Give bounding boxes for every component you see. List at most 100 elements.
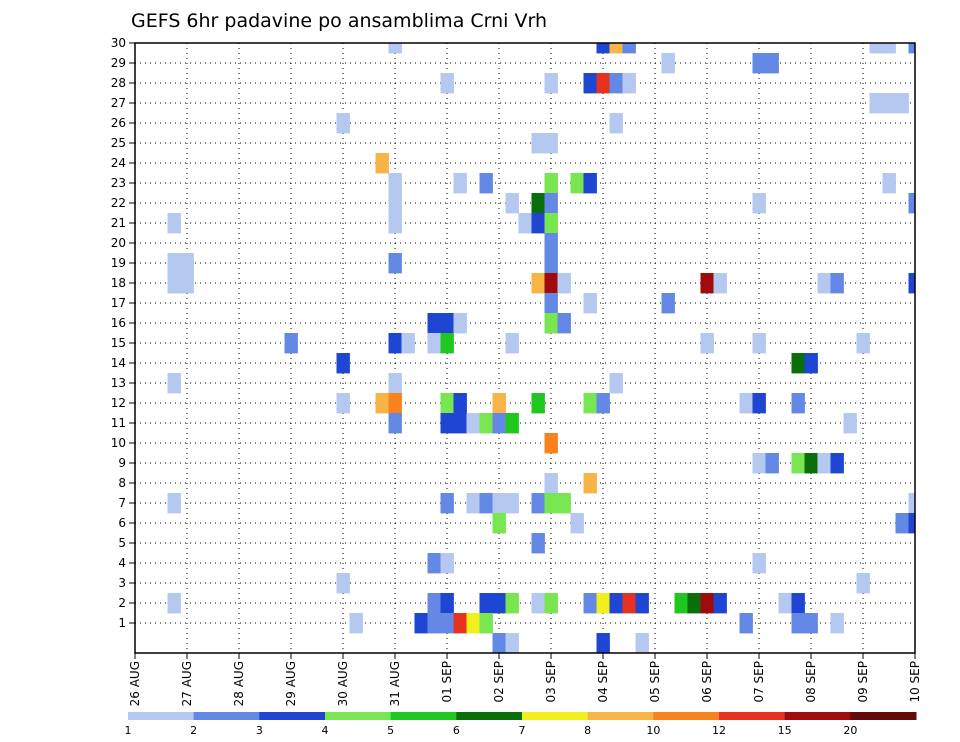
- heatmap-cell: [284, 333, 298, 354]
- heatmap-cell: [869, 93, 883, 114]
- heatmap-cell: [336, 573, 350, 594]
- y-tick-label: 16: [111, 316, 126, 330]
- heatmap-cell: [609, 43, 623, 54]
- heatmap-cell: [843, 413, 857, 434]
- y-tick-label: 11: [111, 416, 126, 430]
- heatmap-cell: [427, 613, 441, 634]
- heatmap-cell: [388, 333, 402, 354]
- x-tick-label: 07 SEP: [752, 661, 766, 703]
- heatmap-cell: [713, 593, 727, 614]
- heatmap-cell: [609, 593, 623, 614]
- x-tick-label: 27 AUG: [180, 661, 194, 706]
- y-tick-label: 3: [118, 576, 126, 590]
- heatmap-cell: [440, 613, 454, 634]
- heatmap-cell: [427, 553, 441, 574]
- heatmap-cell: [531, 213, 545, 234]
- heatmap-cell: [388, 253, 402, 274]
- heatmap-cell: [544, 173, 558, 194]
- heatmap-cell: [609, 73, 623, 94]
- heatmap-cell: [531, 133, 545, 154]
- color-legend: 1 2 3 4 5 6 7 8 10 12 15 20: [125, 712, 917, 737]
- heatmap-cell: [336, 113, 350, 134]
- x-tick-label: 28 AUG: [232, 661, 246, 706]
- heatmap-cell: [531, 593, 545, 614]
- heatmap-cell: [596, 43, 610, 54]
- heatmap-cell: [453, 313, 467, 334]
- x-tick-label: 02 SEP: [492, 661, 506, 703]
- heatmap-cell: [544, 473, 558, 494]
- heatmap-cell: [700, 273, 714, 294]
- y-tick-label: 29: [111, 56, 126, 70]
- heatmap-cell: [544, 493, 558, 514]
- heatmap-cell: [531, 193, 545, 214]
- y-tick-label: 5: [118, 536, 126, 550]
- heatmap-cell: [167, 213, 181, 234]
- x-tick-label: 31 AUG: [388, 661, 402, 706]
- heatmap-cell: [622, 593, 636, 614]
- y-tick-label: 18: [111, 276, 126, 290]
- heatmap-cell: [752, 393, 766, 414]
- heatmap-cell: [479, 613, 493, 634]
- heatmap-cell: [388, 43, 402, 54]
- heatmap-cell: [583, 473, 597, 494]
- heatmap-cell: [531, 393, 545, 414]
- legend-swatch: [325, 712, 392, 720]
- x-tick-label: 30 AUG: [336, 661, 350, 706]
- y-tick-label: 13: [111, 376, 126, 390]
- y-tick-label: 21: [111, 216, 126, 230]
- heatmap-cell: [908, 193, 916, 214]
- heatmap-cell: [817, 273, 831, 294]
- heatmap-cell: [882, 93, 896, 114]
- heatmap-cell: [583, 593, 597, 614]
- heatmap-cell: [544, 193, 558, 214]
- heatmap-cell: [661, 293, 675, 314]
- x-tick-label: 04 SEP: [596, 661, 610, 703]
- heatmap-cell: [479, 493, 493, 514]
- heatmap-cell: [466, 493, 480, 514]
- heatmap-cell: [557, 273, 571, 294]
- heatmap-cell: [544, 133, 558, 154]
- plot-frame: [134, 42, 916, 654]
- y-tick-label: 7: [118, 496, 126, 510]
- x-tick-label: 03 SEP: [544, 661, 558, 703]
- heatmap-cell: [908, 513, 916, 534]
- y-tick-label: 20: [111, 236, 126, 250]
- legend-swatch: [587, 712, 654, 720]
- heatmap-cell: [635, 633, 649, 654]
- y-tick-label: 4: [118, 556, 126, 570]
- heatmap-cell: [518, 213, 532, 234]
- legend-label: 8: [584, 724, 591, 737]
- heatmap-cell: [817, 453, 831, 474]
- heatmap-cell: [609, 113, 623, 134]
- heatmap-cell: [388, 193, 402, 214]
- heatmap-cell: [375, 393, 389, 414]
- heatmap-cell: [453, 613, 467, 634]
- heatmap-cell: [453, 173, 467, 194]
- heatmap-cell: [752, 553, 766, 574]
- y-tick-label: 12: [111, 396, 126, 410]
- y-tick-label: 28: [111, 76, 126, 90]
- heatmap-cell: [505, 333, 519, 354]
- x-tick-label: 08 SEP: [804, 661, 818, 703]
- heatmap-cell: [765, 53, 779, 74]
- heatmap-cell: [765, 453, 779, 474]
- y-tick-label: 24: [111, 156, 126, 170]
- heatmap-cell: [791, 393, 805, 414]
- heatmap-cell: [336, 353, 350, 374]
- heatmap-cell: [466, 613, 480, 634]
- heatmap-cell: [583, 293, 597, 314]
- heatmap-cell: [557, 493, 571, 514]
- y-tick-label: 23: [111, 176, 126, 190]
- y-tick-label: 15: [111, 336, 126, 350]
- x-tick-label: 09 SEP: [856, 661, 870, 703]
- heatmap-cell: [622, 73, 636, 94]
- heatmap-cell: [830, 613, 844, 634]
- heatmap-cell: [336, 393, 350, 414]
- legend-swatch: [259, 712, 326, 720]
- heatmap-cell: [700, 593, 714, 614]
- heatmap-cell: [791, 613, 805, 634]
- heatmap-cell: [544, 593, 558, 614]
- heatmap-cell: [388, 393, 402, 414]
- y-tick-label: 8: [118, 476, 126, 490]
